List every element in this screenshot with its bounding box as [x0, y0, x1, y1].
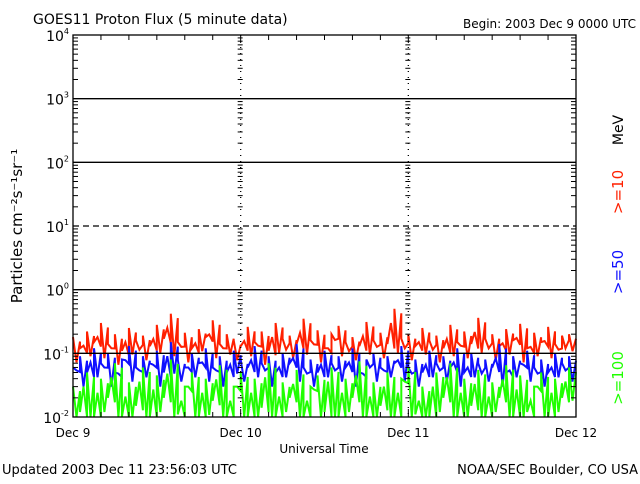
x-tick-label: Dec 10 [220, 426, 262, 440]
grid-layer [72, 35, 577, 417]
x-tick-labels: Dec 9 Dec 10 Dec 11 Dec 12 [56, 426, 597, 440]
x-tick-label: Dec 11 [387, 426, 429, 440]
y-tick-label: 10-1 [43, 345, 69, 363]
y-tick-label: 100 [46, 282, 69, 300]
begin-label: Begin: 2003 Dec 9 0000 UTC [463, 17, 636, 31]
chart-title: GOES11 Proton Flux (5 minute data) [33, 12, 288, 28]
series-line-100mev [72, 359, 577, 418]
x-tick-label: Dec 12 [555, 426, 597, 440]
footer-updated: Updated 2003 Dec 11 23:56:03 UTC [2, 463, 237, 478]
legend-entry: >=50 [609, 250, 627, 294]
y-axis-label: Particles cm⁻²s⁻¹sr⁻¹ [8, 149, 26, 303]
y-tick-label: 104 [46, 27, 69, 45]
y-tick-labels: 104 103 102 101 100 10-1 10-2 [43, 27, 69, 427]
y-tick-label: 102 [46, 154, 69, 172]
footer-source: NOAA/SEC Boulder, CO USA [457, 463, 638, 478]
y-tick-label: 101 [46, 218, 69, 236]
series-line-10mev [72, 308, 577, 365]
legend: MeV >=10 >=50 >=100 [609, 114, 627, 404]
x-axis-label: Universal Time [279, 442, 368, 456]
y-tick-label: 103 [46, 91, 69, 109]
plot-frame [72, 34, 577, 418]
x-tick-label: Dec 9 [56, 426, 91, 440]
series-layer [72, 308, 577, 418]
y-tick-label: 10-2 [43, 409, 69, 427]
legend-unit: MeV [611, 114, 627, 145]
legend-entry: >=10 [609, 170, 627, 214]
legend-entry: >=100 [609, 351, 627, 405]
